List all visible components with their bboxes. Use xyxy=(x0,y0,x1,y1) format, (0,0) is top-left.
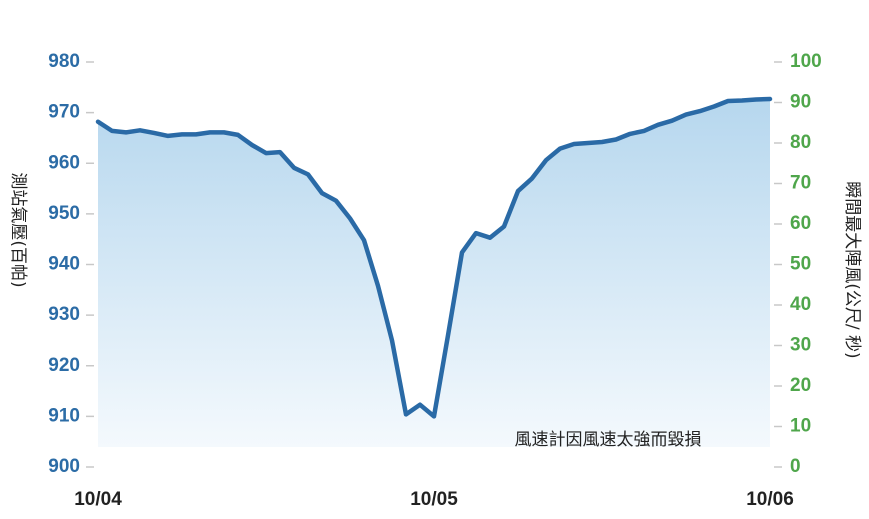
right-tick-label: 100 xyxy=(790,51,822,72)
left-axis-label: 測站氣壓(百帕) xyxy=(8,172,28,287)
right-tick-label: 60 xyxy=(790,213,811,234)
left-axis: 900 910 920 930 940 950 960 970 980 xyxy=(48,51,94,477)
right-tick-label: 20 xyxy=(790,375,811,396)
right-tick-label: 70 xyxy=(790,173,811,194)
right-tick-label: 10 xyxy=(790,416,811,437)
x-tick-label: 10/06 xyxy=(746,489,794,510)
pressure-area-fill xyxy=(98,99,770,447)
x-tick-label: 10/05 xyxy=(410,489,458,510)
left-tick-label: 980 xyxy=(48,51,80,72)
x-axis: 10/04 10/05 10/06 xyxy=(74,489,794,510)
right-tick-label: 50 xyxy=(790,254,811,275)
left-tick-label: 920 xyxy=(48,355,80,376)
left-tick-label: 970 xyxy=(48,102,80,123)
left-tick-label: 940 xyxy=(48,254,80,275)
annotation-text: 風速計因風速太強而毀損 xyxy=(515,430,702,450)
left-tick-label: 910 xyxy=(48,405,80,426)
right-tick-label: 40 xyxy=(790,294,811,315)
right-axis: 0 10 20 30 40 50 60 70 80 90 100 xyxy=(774,51,822,477)
right-tick-label: 80 xyxy=(790,132,811,153)
right-axis-label: 瞬間最大陣風(公尺/ 秒) xyxy=(842,181,862,358)
pressure-line xyxy=(95,96,773,419)
right-tick-label: 90 xyxy=(790,92,811,113)
left-tick-label: 960 xyxy=(48,152,80,173)
right-tick-label: 0 xyxy=(790,456,801,477)
x-tick-label: 10/04 xyxy=(74,489,122,510)
left-tick-label: 930 xyxy=(48,304,80,325)
left-tick-label: 900 xyxy=(48,456,80,477)
right-tick-label: 30 xyxy=(790,335,811,356)
left-tick-label: 950 xyxy=(48,203,80,224)
